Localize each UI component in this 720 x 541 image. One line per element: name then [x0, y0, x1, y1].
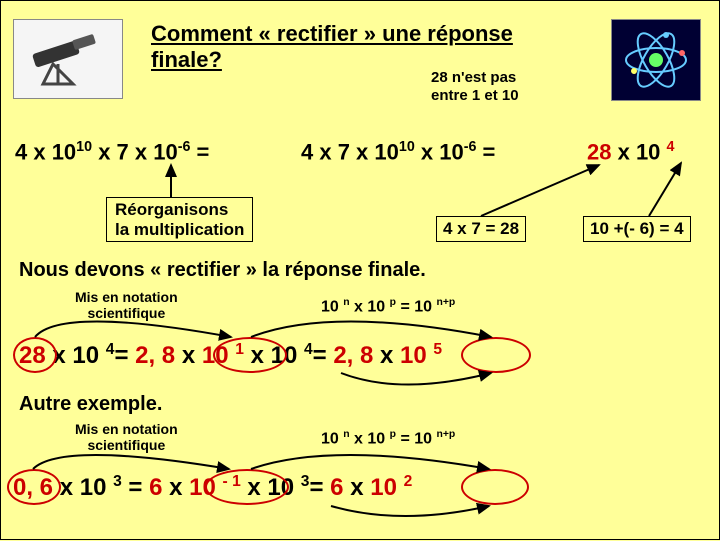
ellipse-06 — [7, 469, 61, 505]
title-line1: Comment « rectifier » une réponse — [151, 21, 513, 46]
exponent-rule-2: 10 n x 10 p = 10 n+p — [321, 429, 455, 448]
equation-3-result: 28 x 10 4 — [587, 139, 674, 165]
ellipse-ten5 — [461, 337, 531, 373]
other-example-label: Autre exemple. — [19, 393, 162, 416]
equation-2: 4 x 7 x 1010 x 10-6 = — [301, 139, 495, 165]
exponent-rule-1: 10 n x 10 p = 10 n+p — [321, 297, 455, 316]
ellipse-ten2 — [461, 469, 529, 505]
ellipse-28-1 — [13, 337, 57, 373]
calc-box-1: 4 x 7 = 28 — [436, 216, 526, 242]
rectify-sentence: Nous devons « rectifier » la réponse fin… — [19, 259, 426, 282]
title-line2: finale? — [151, 47, 222, 72]
page-title: Comment « rectifier » une réponse finale… — [151, 21, 531, 73]
reorganize-box: Réorganisons la multiplication — [106, 197, 253, 242]
sci-notation-label-2: Mis en notation scientifique — [75, 421, 178, 453]
atom-icon — [611, 19, 701, 101]
sci-notation-label-1: Mis en notation scientifique — [75, 289, 178, 321]
ellipse-ten-1 — [205, 469, 289, 505]
equation-1: 4 x 1010 x 7 x 10-6 = — [15, 139, 209, 165]
note-not-between: 28 n'est pas entre 1 et 10 — [431, 69, 519, 105]
ellipse-ten1 — [213, 337, 287, 373]
telescope-icon — [13, 19, 123, 99]
calc-box-2: 10 +(- 6) = 4 — [583, 216, 691, 242]
